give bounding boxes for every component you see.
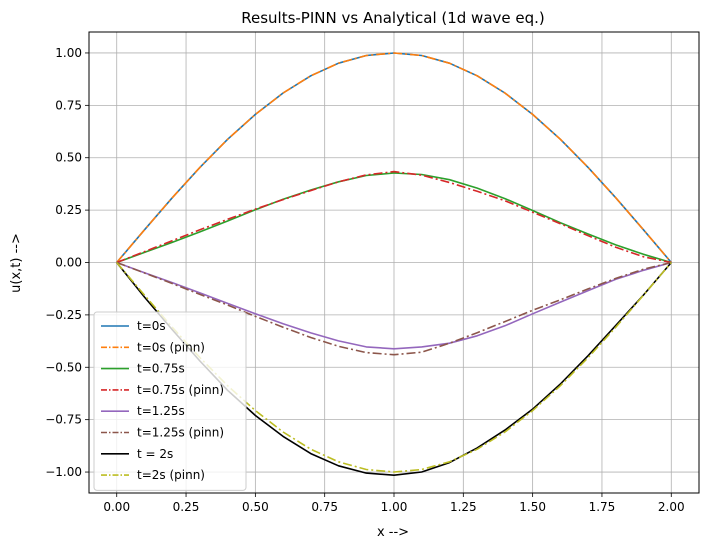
x-tick-label: 1.50 (519, 500, 546, 514)
y-tick-label: −0.25 (45, 308, 82, 322)
legend-label: t = 2s (137, 447, 173, 461)
x-tick-label: 1.25 (450, 500, 477, 514)
legend-label: t=0s (pinn) (137, 340, 205, 354)
legend-label: t=1.25s (137, 404, 185, 418)
ticks: 0.00 0.25 0.50 0.75 1.00 1.25 1.50 1.75 2.00 −1.0… (45, 46, 684, 514)
y-tick-label: 0.75 (55, 98, 82, 112)
x-tick-label: 0.75 (311, 500, 338, 514)
legend-label: t=0s (137, 319, 166, 333)
series-line-1 (116, 52, 672, 264)
legend-label: t=2s (pinn) (137, 468, 205, 482)
legend-label: t=1.25s (pinn) (137, 426, 224, 440)
y-tick-label: −0.75 (45, 413, 82, 427)
legend: t=0s t=0s (pinn) t=0.75s t=0.75s (pinn) t=1.… (93, 311, 247, 491)
x-axis-label: x --> (377, 525, 409, 540)
x-tick-label: 1.00 (381, 500, 408, 514)
series-line-2 (116, 172, 672, 264)
y-tick-label: 1.00 (55, 46, 82, 60)
series-line-5 (116, 261, 672, 356)
x-tick-label: 0.50 (242, 500, 269, 514)
x-tick-label: 0.00 (103, 500, 130, 514)
y-tick-label: 0.25 (55, 203, 82, 217)
y-tick-label: 0.50 (55, 151, 82, 165)
y-axis-label: u(x,t) --> (9, 233, 24, 293)
x-tick-label: 2.00 (658, 500, 685, 514)
y-tick-label: −1.00 (45, 465, 82, 479)
series-line-3 (116, 170, 672, 264)
x-tick-label: 1.75 (589, 500, 616, 514)
legend-box (93, 311, 247, 491)
chart-title: Results-PINN vs Analytical (1d wave eq.) (241, 9, 545, 27)
y-tick-label: −0.50 (45, 360, 82, 374)
legend-label: t=0.75s (pinn) (137, 383, 224, 397)
x-tick-label: 0.25 (173, 500, 200, 514)
y-tick-label: 0.00 (55, 256, 82, 270)
legend-label: t=0.75s (137, 362, 185, 376)
series-line-4 (116, 261, 672, 350)
